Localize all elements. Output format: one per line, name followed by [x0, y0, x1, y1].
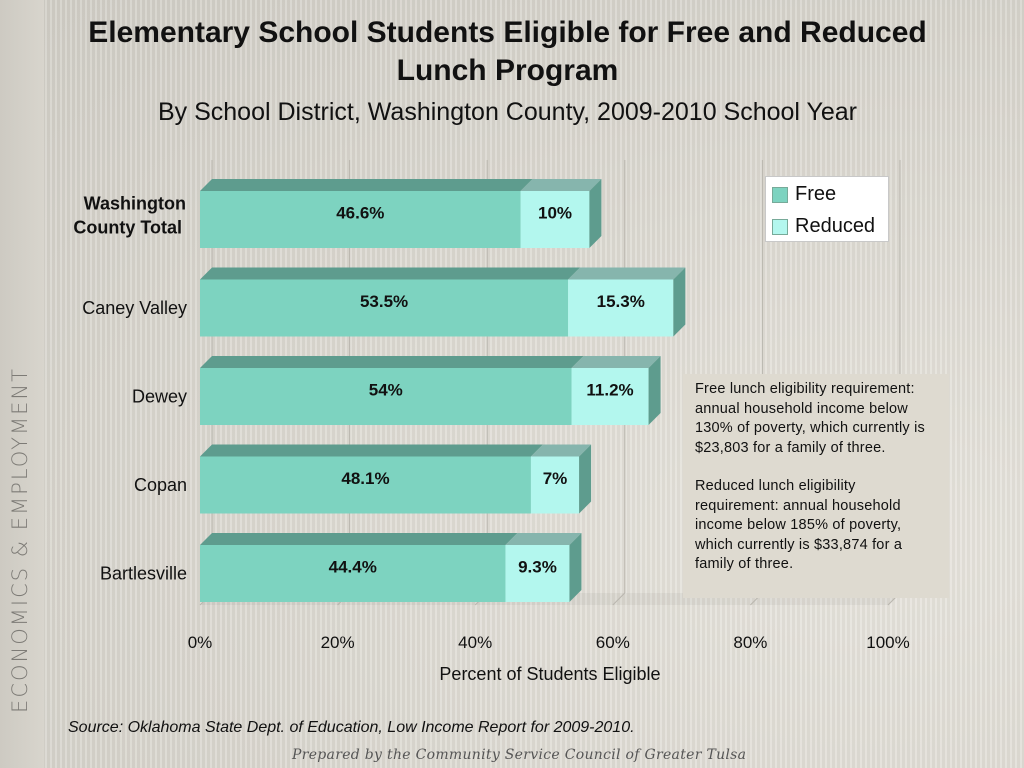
bar-free	[200, 545, 506, 602]
bar-value-label: 53.5%	[360, 292, 408, 311]
x-tick-label: 80%	[733, 633, 767, 652]
chart-subtitle: By School District, Washington County, 2…	[157, 98, 857, 126]
bar-side	[569, 533, 582, 602]
legend-label-free: Free	[795, 183, 837, 205]
x-tick-label: 100%	[866, 633, 909, 652]
chart-legend: Free Reduced	[765, 176, 889, 242]
reduced-eligibility-text: Reduced lunch eligibility requirement: a…	[695, 478, 903, 572]
bar-top-reduced	[520, 179, 602, 191]
x-tick-label: 60%	[596, 633, 630, 652]
bar-top-reduced	[571, 356, 661, 368]
legend-item-free: Free	[772, 183, 836, 206]
bar-value-label: 54%	[369, 381, 403, 400]
category-label: Copan	[134, 475, 187, 495]
bar-top-reduced	[568, 267, 686, 280]
bar-free	[200, 279, 569, 337]
source-citation: Source: Oklahoma State Dept. of Educatio…	[68, 719, 635, 736]
bar-reduced	[505, 545, 570, 602]
bar-top-free	[200, 267, 581, 280]
x-axis-label: Percent of Students Eligible	[439, 664, 661, 684]
bar-value-label: 7%	[543, 469, 568, 488]
free-eligibility-text: Free lunch eligibility requirement: annu…	[695, 381, 925, 456]
legend-item-reduced: Reduced	[772, 215, 875, 238]
legend-swatch-reduced	[772, 218, 788, 235]
bar-top-free	[200, 533, 518, 545]
bar-top-free	[200, 179, 533, 191]
category-label: Bartlesville	[100, 564, 187, 584]
chart-title: Elementary School Students Eligible for …	[88, 16, 927, 87]
bar-top-free	[200, 356, 584, 368]
bar-reduced	[571, 368, 649, 425]
bar-top-reduced	[530, 444, 592, 457]
bar-top-reduced	[505, 533, 582, 545]
category-label: Washington	[84, 194, 186, 214]
bar-top-free	[200, 444, 543, 457]
x-tick-label: 20%	[321, 633, 355, 652]
bar-side	[673, 267, 686, 337]
side-band	[0, 0, 44, 768]
bar-value-label: 48.1%	[341, 469, 389, 488]
bar-value-label: 11.2%	[586, 381, 633, 400]
eligibility-note: Free lunch eligibility requirement: annu…	[683, 374, 949, 598]
prepared-by: Prepared by the Community Service Counci…	[292, 747, 747, 763]
x-tick-label: 0%	[188, 633, 213, 652]
bar-side	[579, 444, 592, 514]
legend-swatch-free	[772, 186, 788, 203]
bar-free	[200, 191, 521, 248]
category-label: Caney Valley	[82, 298, 187, 318]
bar-side	[589, 179, 602, 248]
x-tick-label: 40%	[458, 633, 492, 652]
bar-value-label: 10%	[538, 204, 572, 223]
bar-reduced	[520, 191, 590, 248]
bar-free	[200, 456, 531, 514]
legend-label-reduced: Reduced	[795, 215, 876, 237]
bar-value-label: 44.4%	[329, 558, 377, 577]
bar-reduced	[568, 279, 674, 337]
bar-reduced	[530, 456, 580, 514]
bar-side	[648, 356, 661, 425]
bar-value-label: 46.6%	[336, 204, 384, 223]
bar-value-label: 15.3%	[597, 292, 645, 311]
category-label: Dewey	[132, 387, 187, 407]
bar-free	[200, 368, 572, 425]
bar-value-label: 9.3%	[518, 558, 557, 577]
gridline-floor-60	[612, 592, 626, 606]
category-label: County Total	[73, 218, 182, 238]
